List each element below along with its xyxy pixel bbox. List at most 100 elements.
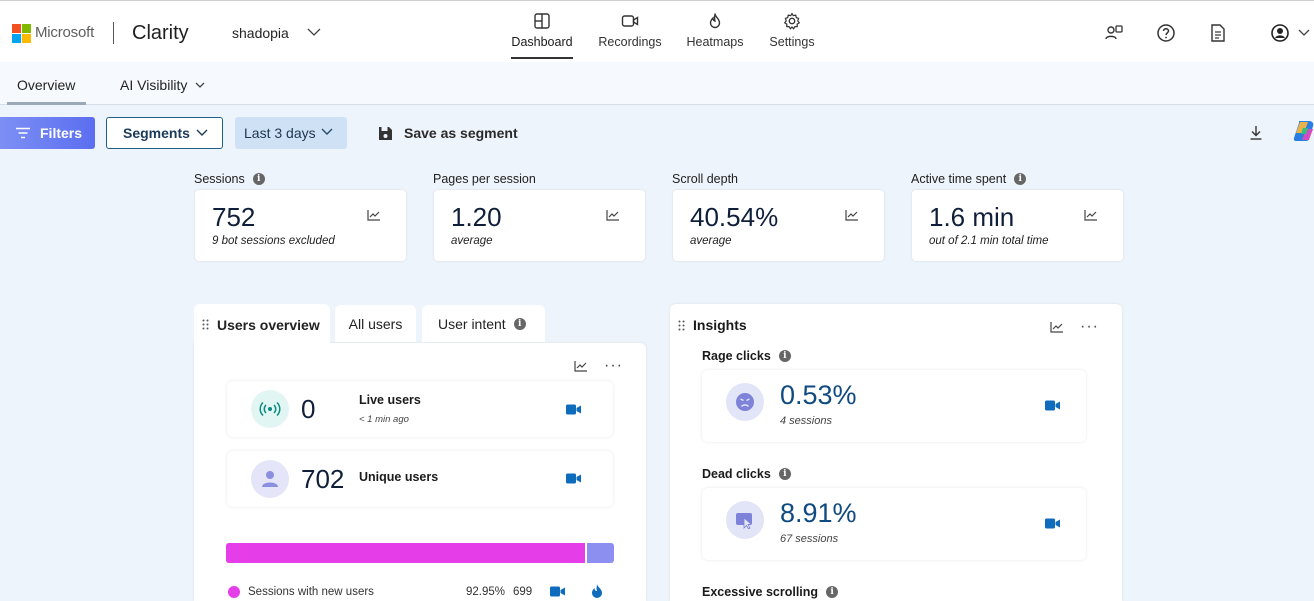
metric-value: 40.54%	[690, 202, 779, 232]
angry-face-icon	[726, 383, 764, 421]
sub-navigation: Overview AI Visibility	[0, 62, 1314, 105]
users-panel-tools: ···	[574, 357, 623, 375]
users-split-bar	[226, 543, 614, 563]
live-users-count: 0	[301, 394, 316, 424]
top-bar: Microsoft Clarity shadopia Dashboard Rec…	[0, 0, 1314, 62]
tab-users-overview[interactable]: Users overview	[194, 304, 330, 345]
filter-icon	[16, 127, 30, 139]
video-icon[interactable]	[1045, 400, 1060, 411]
metric-value: 1.20	[451, 202, 502, 232]
share-users-icon[interactable]	[1104, 23, 1124, 43]
video-camera-icon	[621, 15, 639, 27]
overview-tab-indicator	[7, 102, 86, 105]
tab-overview[interactable]: Overview	[17, 77, 76, 93]
new-users-bar-segment[interactable]	[226, 543, 587, 563]
tab-ai-visibility[interactable]: AI Visibility	[120, 77, 188, 93]
trend-chart-icon[interactable]	[1084, 209, 1098, 221]
tab-settings[interactable]: Settings	[769, 12, 815, 56]
brand-name: Microsoft	[35, 24, 95, 41]
dead-clicks-title: Dead clicks i	[702, 467, 791, 481]
dead-click-cursor-icon	[726, 501, 764, 539]
live-users-subtext: < 1 min ago	[359, 414, 409, 425]
tab-recordings-label: Recordings	[598, 35, 662, 49]
trend-chart-icon[interactable]	[845, 209, 859, 221]
segments-button[interactable]: Segments	[106, 117, 223, 149]
insights-header: Insights	[678, 317, 747, 333]
microsoft-logo-icon	[12, 24, 31, 43]
drag-handle-icon[interactable]	[202, 319, 209, 330]
tab-user-intent[interactable]: User intent i	[422, 305, 545, 342]
metric-card-sessions: 752 9 bot sessions excluded	[195, 190, 406, 261]
info-icon[interactable]: i	[778, 468, 791, 480]
metric-label-text: Pages per session	[433, 172, 536, 186]
account-avatar-icon[interactable]	[1270, 23, 1310, 43]
more-options-icon[interactable]: ···	[604, 357, 623, 374]
metric-card-active-time: 1.6 min out of 2.1 min total time	[912, 190, 1123, 261]
legend-percent: 92.95%	[466, 586, 506, 598]
video-icon[interactable]	[566, 473, 581, 484]
chevron-down-icon[interactable]	[307, 27, 321, 37]
date-range-button[interactable]: Last 3 days	[235, 117, 347, 149]
legend-count: 699	[513, 586, 533, 598]
trend-chart-icon[interactable]	[367, 209, 381, 221]
dead-clicks-card[interactable]: 8.91% 67 sessions	[702, 488, 1086, 560]
video-icon[interactable]	[550, 586, 565, 597]
drag-handle-icon[interactable]	[678, 320, 685, 331]
tab-all-users[interactable]: All users	[335, 305, 416, 342]
save-as-segment-button[interactable]: Save as segment	[378, 125, 518, 141]
info-icon[interactable]: i	[513, 317, 526, 330]
info-icon[interactable]: i	[252, 173, 265, 185]
video-icon[interactable]	[566, 404, 581, 415]
tab-recordings[interactable]: Recordings	[598, 12, 662, 56]
segments-label: Segments	[123, 125, 190, 141]
more-options-icon[interactable]: ···	[1080, 318, 1099, 335]
legend-new-users: Sessions with new users 92.95% 699	[228, 583, 614, 601]
save-icon	[379, 126, 392, 140]
tab-heatmaps-label: Heatmaps	[686, 35, 744, 49]
filters-button[interactable]: Filters	[0, 117, 95, 149]
tab-dashboard[interactable]: Dashboard	[511, 12, 573, 59]
metric-label-text: Sessions	[194, 172, 245, 186]
filters-label: Filters	[40, 125, 83, 141]
unique-users-row: 702 Unique users	[227, 451, 613, 507]
copilot-icon[interactable]	[1292, 119, 1314, 143]
info-icon[interactable]: i	[778, 350, 791, 362]
chevron-down-icon[interactable]	[195, 82, 205, 89]
trend-chart-icon[interactable]	[606, 209, 620, 221]
metric-subtext: average	[451, 235, 493, 247]
tab-heatmaps[interactable]: Heatmaps	[686, 12, 744, 56]
video-icon[interactable]	[1045, 518, 1060, 529]
dead-clicks-value: 8.91%	[780, 498, 857, 528]
metric-value: 1.6 min	[929, 202, 1015, 232]
document-icon[interactable]	[1208, 23, 1228, 43]
dead-clicks-sessions: 67 sessions	[780, 533, 839, 545]
live-signal-icon	[251, 390, 289, 428]
excessive-scrolling-title: Excessive scrolling i	[702, 585, 839, 599]
unique-users-title: Unique users	[359, 470, 439, 484]
rage-clicks-sessions: 4 sessions	[780, 415, 832, 427]
rage-clicks-value: 0.53%	[780, 380, 857, 410]
rage-clicks-card[interactable]: 0.53% 4 sessions	[702, 370, 1086, 442]
legend-swatch	[228, 586, 240, 598]
tab-user-intent-label: User intent	[438, 315, 506, 332]
unique-users-count: 702	[301, 464, 345, 494]
metric-card-pages-per-session: 1.20 average	[434, 190, 645, 261]
trend-chart-icon[interactable]	[1050, 321, 1064, 333]
download-icon[interactable]	[1249, 125, 1263, 140]
tab-dashboard-label: Dashboard	[511, 35, 573, 49]
info-icon[interactable]: i	[826, 586, 839, 598]
info-icon[interactable]: i	[1014, 173, 1027, 185]
metric-label-text: Scroll depth	[672, 172, 739, 186]
active-tab-indicator	[511, 57, 573, 59]
dead-clicks-label: Dead clicks	[702, 467, 771, 481]
help-icon[interactable]	[1156, 23, 1176, 43]
project-selector[interactable]: shadopia	[232, 25, 289, 41]
chevron-down-icon	[196, 129, 208, 136]
metric-label-active-time: Active time spent i	[911, 172, 1027, 186]
excessive-scrolling-label: Excessive scrolling	[702, 585, 819, 599]
app-name[interactable]: Clarity	[132, 22, 189, 44]
live-users-title: Live users	[359, 393, 421, 407]
user-person-icon	[251, 460, 289, 498]
heatmap-flame-icon[interactable]	[591, 583, 603, 598]
trend-chart-icon[interactable]	[574, 360, 588, 372]
